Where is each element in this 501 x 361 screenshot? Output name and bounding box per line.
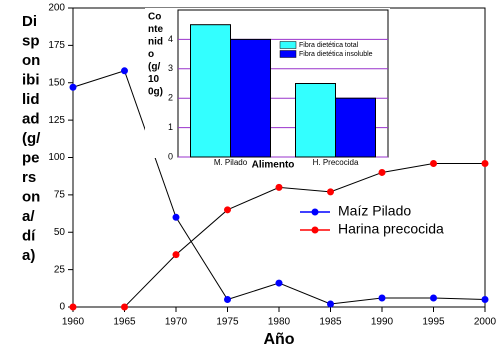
y-axis-label: on: [22, 52, 40, 69]
marker: [481, 296, 489, 304]
legend-label: Maíz Pilado: [338, 203, 411, 219]
y-tick-label: 1: [168, 122, 173, 132]
x-tick-label: 1995: [422, 317, 445, 328]
x-tick-label: 1985: [319, 317, 342, 328]
x-tick-label: 1965: [113, 317, 136, 328]
y-axis-label: 0g): [148, 87, 163, 98]
marker: [69, 83, 77, 91]
x-tick-label: 1960: [62, 317, 85, 328]
bar: [295, 83, 336, 158]
y-tick-label: 175: [48, 40, 65, 51]
y-tick-label: 0: [168, 151, 173, 161]
legend-swatch: [279, 50, 297, 58]
bar: [335, 97, 376, 158]
y-tick-label: 200: [48, 3, 65, 14]
marker: [172, 213, 180, 221]
x-tick-label: 1975: [216, 317, 239, 328]
y-axis-label: nte: [148, 24, 163, 35]
y-tick-label: 0: [59, 302, 65, 313]
x-tick-label: M. Pilado: [214, 158, 248, 167]
x-tick-label: 1990: [371, 317, 394, 328]
y-axis-label: ibi: [22, 71, 40, 88]
marker: [378, 168, 386, 176]
y-axis-label: Di: [22, 13, 37, 30]
legend-swatch: [279, 41, 297, 49]
y-axis-label: lid: [22, 91, 40, 108]
marker: [121, 67, 128, 75]
marker: [69, 303, 77, 311]
legend-label: Fibra dietética total: [299, 42, 359, 49]
y-axis-label: a): [22, 247, 35, 264]
marker: [224, 296, 231, 304]
legend-label: Harina precocida: [338, 221, 444, 237]
y-axis-label: (g/: [148, 62, 160, 73]
y-tick-label: 2: [168, 93, 173, 103]
y-tick-label: 100: [48, 152, 65, 163]
y-tick-label: 3: [168, 63, 173, 73]
marker: [121, 303, 128, 311]
y-axis-label: pe: [22, 149, 40, 166]
x-axis-label: Alimento: [252, 160, 295, 171]
y-axis-label: rs: [22, 169, 36, 186]
bar: [230, 38, 271, 158]
y-axis-label: 10: [148, 74, 160, 85]
y-axis-label: nid: [148, 37, 163, 48]
marker: [430, 159, 437, 167]
y-axis-label: on: [22, 188, 40, 205]
marker: [430, 294, 437, 302]
x-tick-label: H. Precocida: [313, 158, 359, 167]
legend-marker: [311, 208, 319, 216]
y-axis-label: o: [148, 49, 154, 60]
marker: [481, 159, 489, 167]
x-tick-label: 1970: [165, 317, 188, 328]
y-axis-label: (g/: [22, 130, 41, 147]
x-tick-label: 1980: [268, 317, 291, 328]
x-axis-label: Año: [263, 331, 294, 348]
y-tick-label: 125: [48, 115, 65, 126]
marker: [327, 300, 334, 308]
y-tick-label: 4: [168, 34, 173, 44]
marker: [275, 279, 283, 287]
y-tick-label: 25: [54, 264, 66, 275]
y-tick-label: 50: [54, 227, 66, 238]
marker: [378, 294, 386, 302]
marker: [275, 183, 283, 191]
y-axis-label: Co: [148, 12, 161, 23]
y-axis-label: a/: [22, 208, 35, 225]
marker: [327, 188, 334, 196]
marker: [224, 206, 231, 214]
y-tick-label: 150: [48, 77, 65, 88]
bar: [190, 24, 231, 158]
y-axis-label: sp: [22, 32, 40, 49]
legend-label: Fibra dietética insoluble: [299, 51, 373, 58]
y-axis-label: ad: [22, 110, 40, 127]
y-tick-label: 75: [54, 190, 66, 201]
x-tick-label: 2000: [474, 317, 497, 328]
legend-marker: [311, 226, 319, 234]
marker: [172, 251, 180, 259]
y-axis-label: dí: [22, 227, 36, 244]
